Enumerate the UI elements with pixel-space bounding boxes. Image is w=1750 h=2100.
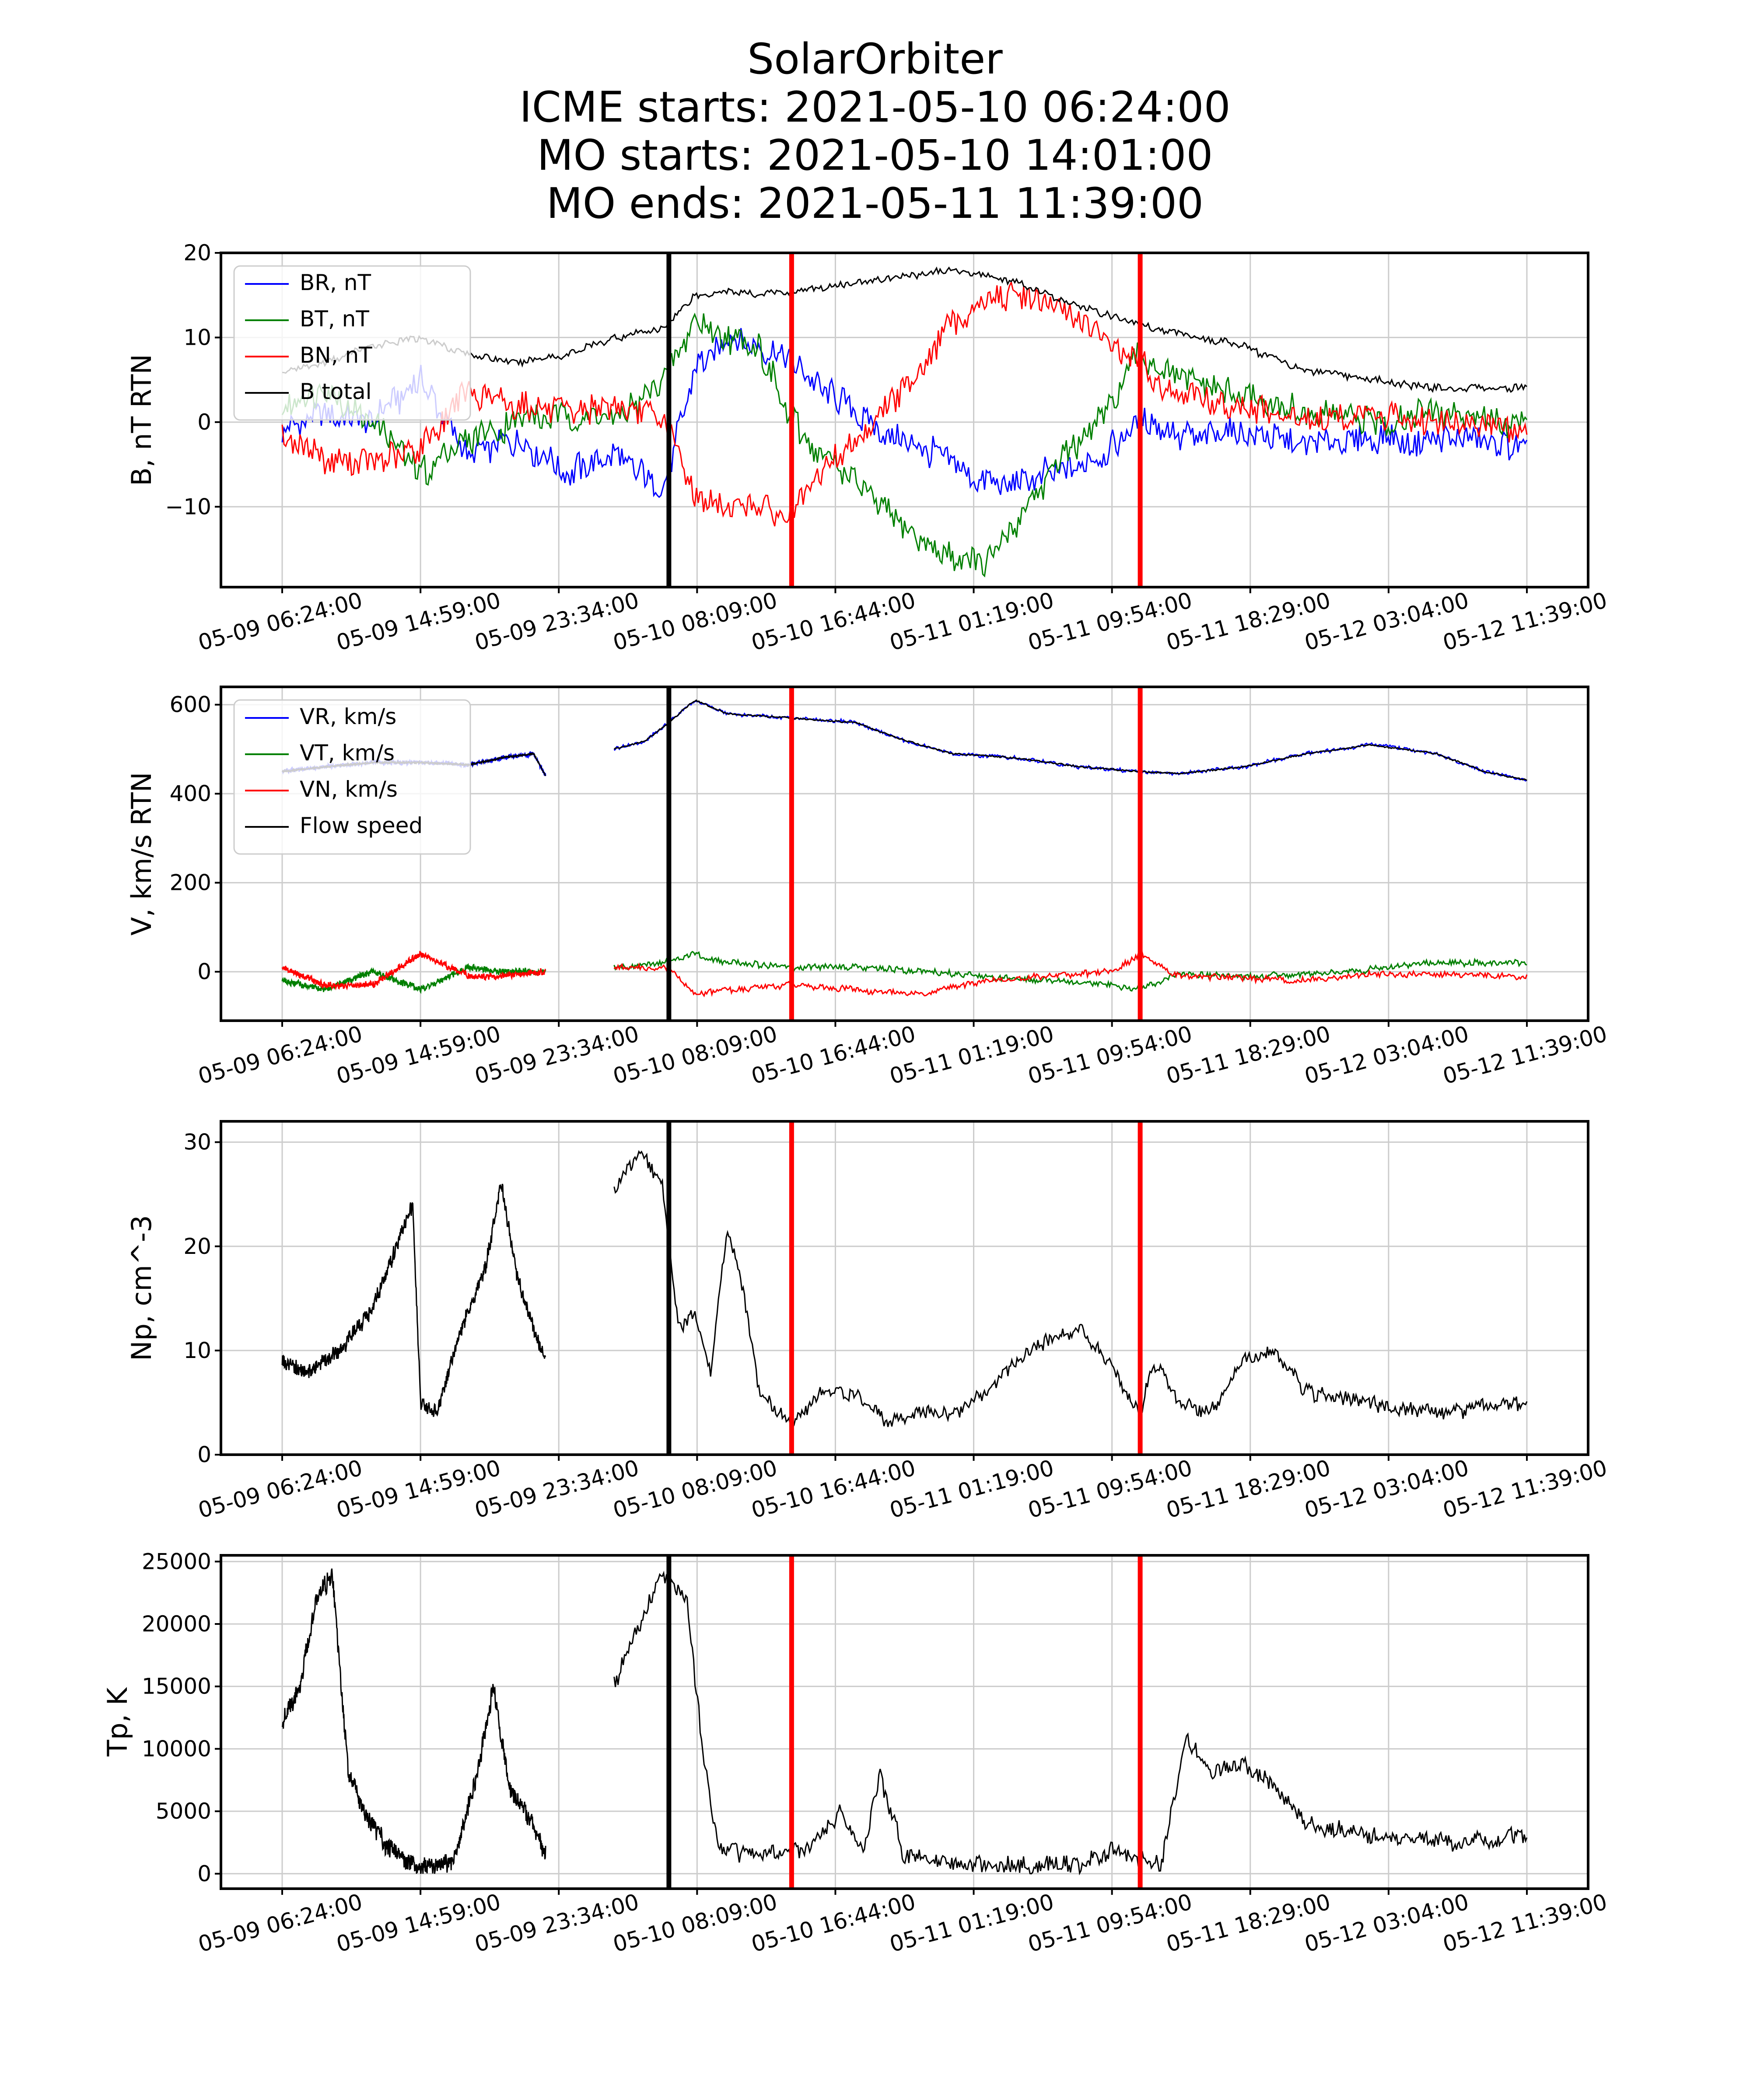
legend-label: VR, km/s — [300, 704, 396, 729]
series-line-bn — [281, 280, 1528, 527]
y-tick-label: −10 — [165, 494, 211, 519]
figure-title: SolarOrbiter ICME starts: 2021-05-10 06:… — [0, 35, 1750, 228]
title-mo-start: MO starts: 2021-05-10 14:01:00 — [537, 131, 1213, 180]
y-tick-label: 0 — [197, 1861, 211, 1886]
legend-label: VT, km/s — [300, 740, 395, 766]
legend-box — [233, 699, 471, 855]
legend-label: BT, nT — [300, 306, 369, 332]
series-line-vn — [613, 950, 1528, 998]
y-tick-label: 10 — [183, 325, 211, 350]
y-axis-label: Np, cm^-3 — [126, 1215, 158, 1361]
series-line-data — [281, 1568, 546, 1874]
series-line-b-total — [282, 266, 1527, 393]
legend-label: BR, nT — [300, 270, 371, 295]
title-spacecraft: SolarOrbiter — [747, 35, 1003, 84]
series-line-data — [613, 1150, 1528, 1430]
series-line-data — [281, 1183, 546, 1417]
series-line-vr — [613, 700, 1527, 782]
y-tick-label: 20000 — [142, 1611, 211, 1637]
y-tick-label: 5000 — [156, 1799, 211, 1824]
series-line-vt — [613, 951, 1527, 992]
y-tick-label: 20 — [183, 240, 211, 266]
y-axis-label: Tp, K — [102, 1687, 133, 1757]
title-mo-end: MO ends: 2021-05-11 11:39:00 — [546, 179, 1204, 228]
y-tick-label: 0 — [197, 1442, 211, 1467]
y-tick-label: 20 — [183, 1234, 211, 1259]
series-line-vn — [281, 951, 546, 990]
y-tick-label: 10 — [183, 1338, 211, 1363]
plot-frame — [220, 686, 1589, 1022]
legend-box — [233, 265, 471, 421]
series-line-data — [613, 1571, 1528, 1876]
legend-label: Flow speed — [300, 813, 423, 838]
y-tick-label: 15000 — [142, 1674, 211, 1699]
plot-frame — [220, 1120, 1589, 1456]
y-tick-label: 30 — [183, 1130, 211, 1155]
y-axis-label: V, km/s RTN — [126, 772, 158, 936]
y-tick-label: 10000 — [142, 1736, 211, 1761]
legend-label: BN, nT — [300, 343, 372, 368]
legend-label: B total — [300, 379, 372, 404]
series-line-vt — [281, 963, 546, 994]
y-tick-label: 400 — [170, 781, 211, 806]
y-tick-label: 25000 — [142, 1549, 211, 1574]
y-axis-label: B, nT RTN — [126, 354, 158, 486]
y-tick-label: 200 — [170, 870, 211, 896]
y-tick-label: 0 — [197, 410, 211, 435]
series-line-br — [281, 328, 1528, 498]
title-icme-start: ICME starts: 2021-05-10 06:24:00 — [519, 83, 1231, 132]
plot-frame — [220, 1554, 1589, 1890]
plot-frame — [220, 252, 1589, 588]
y-tick-label: 0 — [197, 959, 211, 984]
legend-label: VN, km/s — [300, 777, 398, 802]
series-line-flow-speed — [613, 699, 1527, 781]
y-tick-label: 600 — [170, 692, 211, 718]
